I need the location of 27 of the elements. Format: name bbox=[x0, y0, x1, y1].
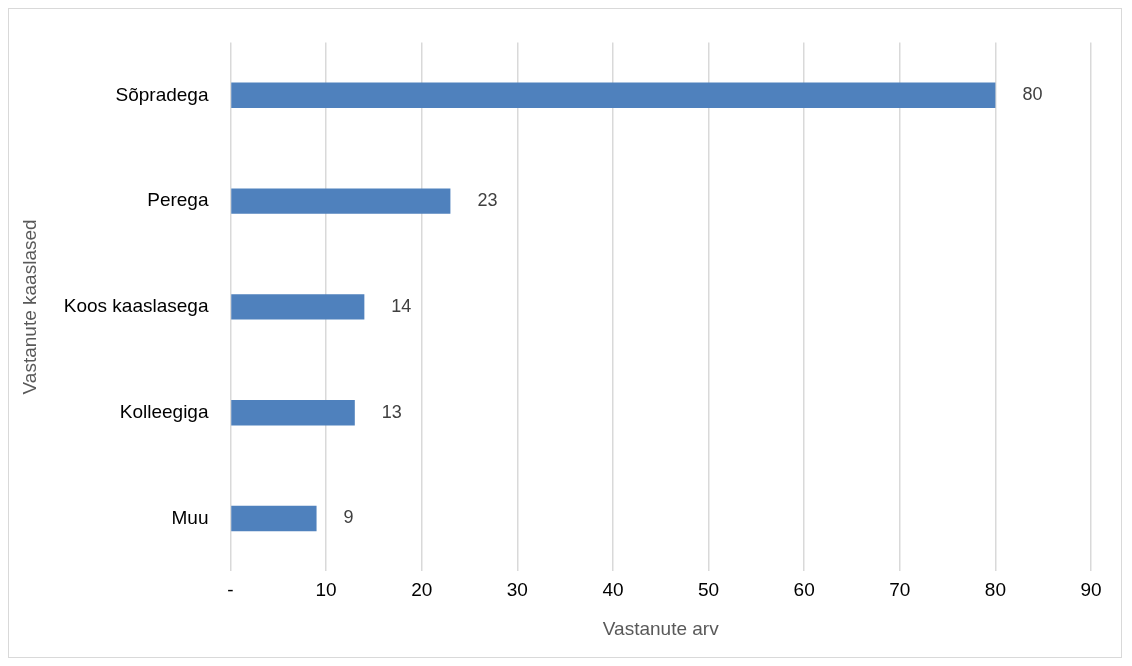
data-label: 23 bbox=[477, 190, 498, 211]
bar bbox=[231, 400, 355, 426]
bar bbox=[231, 505, 317, 532]
y-tick-label: Muu bbox=[171, 506, 209, 528]
y-tick-label: Perega bbox=[147, 189, 209, 211]
data-label: 13 bbox=[381, 401, 402, 422]
x-tick-label: 80 bbox=[984, 579, 1006, 601]
x-tick-label: 40 bbox=[602, 579, 624, 601]
x-tick-label: 30 bbox=[506, 579, 528, 601]
y-tick-label: Koos kaaslasega bbox=[63, 295, 209, 317]
x-tick-label: 60 bbox=[793, 579, 815, 601]
data-label: 9 bbox=[343, 507, 354, 528]
x-tick-label: - bbox=[227, 579, 234, 601]
x-tick-label: 20 bbox=[411, 579, 433, 601]
bar bbox=[231, 188, 451, 214]
y-tick-label: Sõpradega bbox=[115, 83, 209, 105]
x-axis-title: Vastanute arv bbox=[602, 617, 720, 639]
data-label: 80 bbox=[1022, 84, 1043, 105]
y-axis-title: Vastanute kaaslased bbox=[18, 219, 40, 395]
bar bbox=[231, 294, 365, 320]
data-label: 14 bbox=[391, 295, 412, 316]
x-tick-label: 90 bbox=[1080, 579, 1102, 601]
x-tick-label: 10 bbox=[315, 579, 337, 601]
bar bbox=[231, 82, 996, 108]
x-tick-label: 50 bbox=[697, 579, 720, 601]
y-tick-label: Kolleegiga bbox=[119, 400, 209, 422]
x-tick-label: 70 bbox=[889, 579, 911, 601]
